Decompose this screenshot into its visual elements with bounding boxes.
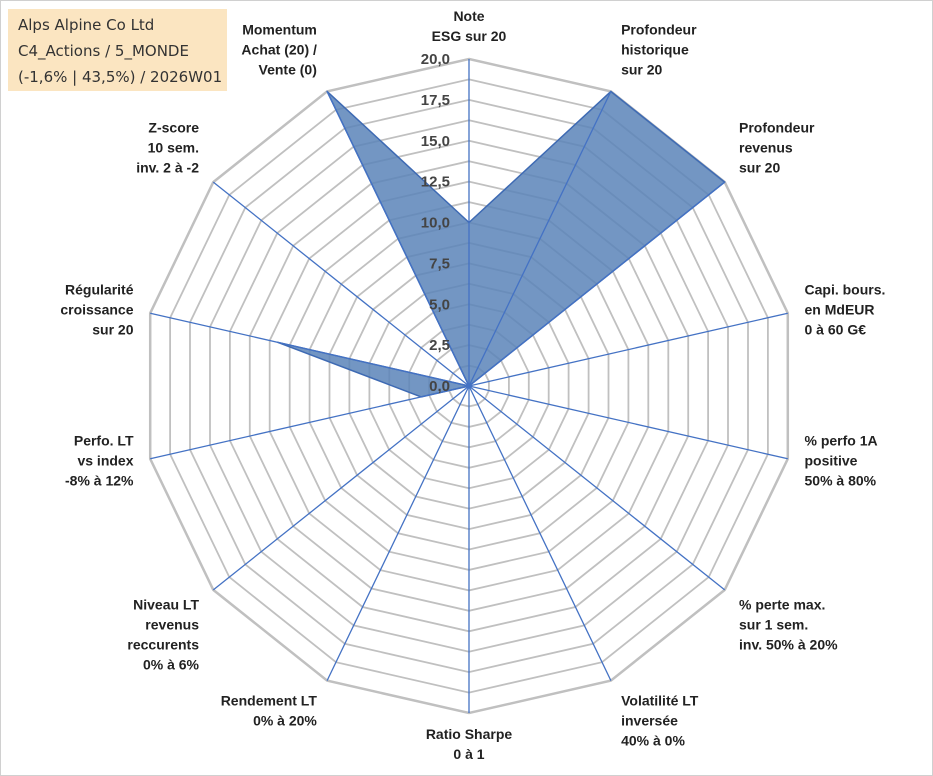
header-company-name: Alps Alpine Co Ltd [18,16,155,34]
tick-label: 2,5 [429,337,450,354]
tick-label: 15,0 [421,133,450,150]
axis-spoke [150,385,470,460]
tick-label: 20,0 [421,51,450,68]
axis-label: Profondeur historique sur 20 [621,22,697,78]
axis-label: Régularité croissance sur 20 [60,282,133,338]
axis-label: Rendement LT 0% à 20% [221,692,318,728]
axis-spoke [212,385,470,591]
header-category: C4_Actions / 5_MONDE [18,42,189,60]
axis-label: Ratio Sharpe 0 à 1 [426,726,513,762]
series-area [276,90,726,398]
axis-spoke [468,385,612,681]
axis-label: Perfo. LT vs index -8% à 12% [65,432,134,488]
axis-label: Momentum Achat (20) / Vente (0) [241,22,317,78]
tick-label: 0,0 [429,378,450,395]
axis-label: Z-score 10 sem. inv. 2 à -2 [136,120,199,176]
tick-label: 10,0 [421,215,450,232]
axis-spoke [212,181,470,387]
axis-spoke [326,385,470,681]
tick-label: 17,5 [421,92,450,109]
axis-spoke [468,91,612,387]
chart-header: Alps Alpine Co Ltd C4_Actions / 5_MONDE … [8,9,227,91]
tick-label: 5,0 [429,296,450,313]
axis-label: Note ESG sur 20 [432,8,507,44]
axis-spoke [468,312,788,387]
axis-label: Capi. bours. en MdEUR 0 à 60 G€ [805,282,886,338]
axis-spoke [326,91,470,387]
axis-label: Niveau LT revenus reccurents 0% à 6% [127,596,199,672]
tick-label: 12,5 [421,174,450,191]
axis-spoke [150,312,470,387]
axis-spoke [468,385,726,591]
axis-label: % perte max. sur 1 sem. inv. 50% à 20% [739,596,838,652]
axis-label: % perfo 1A positive 50% à 80% [805,432,878,488]
axis-spoke [468,385,788,460]
header-performance-week: (-1,6% | 43,5%) / 2026W01 [18,68,223,86]
axis-spoke [468,181,726,387]
axis-label: Volatilité LT inversée 40% à 0% [621,692,699,748]
tick-label: 7,5 [429,255,450,272]
axis-label: Profondeur revenus sur 20 [739,120,815,176]
